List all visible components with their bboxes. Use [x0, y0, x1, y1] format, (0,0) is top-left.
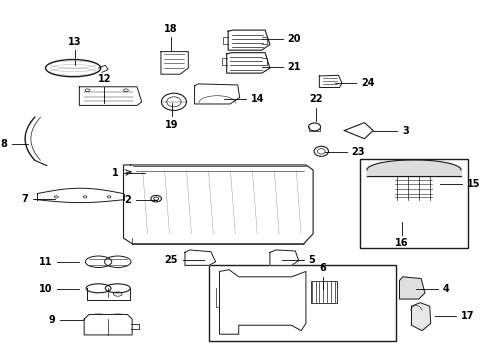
Polygon shape — [226, 53, 269, 73]
Polygon shape — [399, 277, 424, 299]
Text: 1: 1 — [112, 168, 119, 178]
Text: 15: 15 — [466, 179, 479, 189]
Bar — [208, 265, 395, 341]
Text: 12: 12 — [98, 74, 111, 84]
Text: 8: 8 — [0, 139, 7, 149]
Polygon shape — [228, 30, 269, 50]
Text: 3: 3 — [401, 126, 408, 135]
Bar — [359, 159, 467, 248]
Text: 23: 23 — [351, 147, 364, 157]
Text: 17: 17 — [460, 311, 473, 320]
Text: 11: 11 — [39, 257, 52, 267]
Text: 25: 25 — [164, 255, 178, 265]
Polygon shape — [319, 75, 341, 87]
Polygon shape — [194, 84, 239, 104]
Polygon shape — [219, 270, 305, 334]
Text: 16: 16 — [394, 238, 408, 248]
Bar — [310, 281, 336, 303]
Text: 14: 14 — [250, 94, 264, 104]
Polygon shape — [184, 250, 215, 265]
Text: 19: 19 — [164, 120, 178, 130]
Text: 4: 4 — [442, 284, 448, 294]
Polygon shape — [269, 250, 298, 265]
Text: 13: 13 — [68, 37, 81, 46]
Text: 24: 24 — [360, 78, 374, 88]
Text: 21: 21 — [287, 62, 301, 72]
Text: 6: 6 — [319, 263, 325, 273]
Polygon shape — [411, 303, 430, 330]
Text: 2: 2 — [124, 195, 130, 205]
Text: 9: 9 — [48, 315, 55, 325]
Text: 5: 5 — [307, 255, 314, 265]
Text: 7: 7 — [21, 194, 28, 204]
Polygon shape — [161, 51, 188, 74]
Text: 20: 20 — [287, 35, 301, 44]
Polygon shape — [84, 315, 132, 335]
Text: 18: 18 — [163, 24, 177, 34]
Text: 22: 22 — [308, 94, 322, 104]
Text: 10: 10 — [39, 284, 52, 294]
